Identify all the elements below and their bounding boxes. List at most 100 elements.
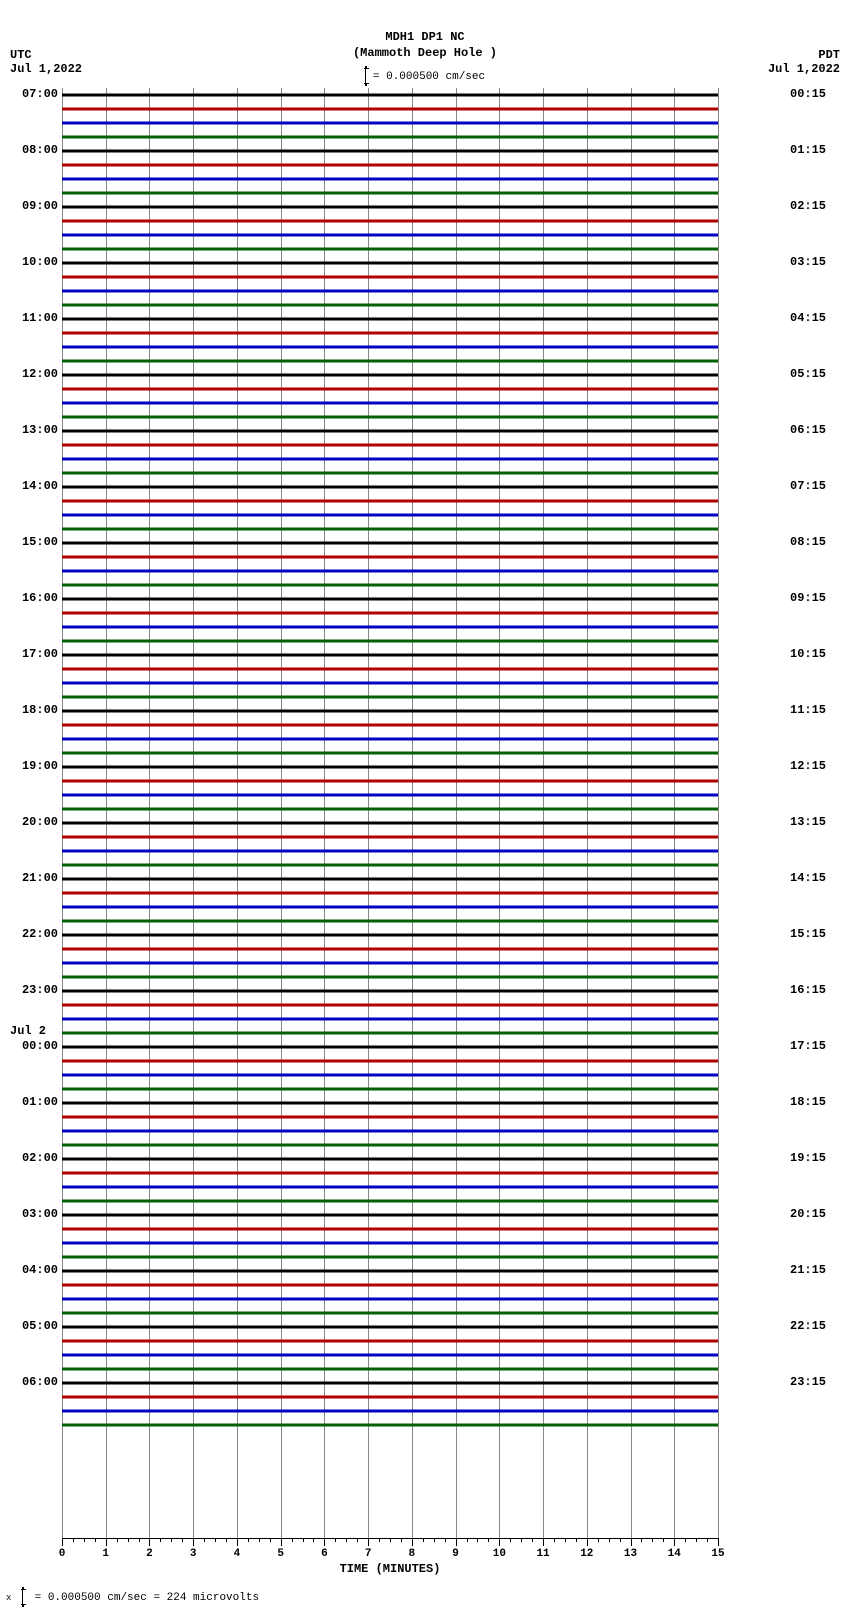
hour-label-left: 10:00	[0, 255, 58, 269]
trace	[62, 94, 718, 96]
trace	[62, 1046, 718, 1048]
trace	[62, 276, 718, 278]
trace	[62, 976, 718, 978]
tz-left: UTC	[10, 48, 32, 62]
trace	[62, 150, 718, 152]
trace	[62, 724, 718, 726]
hour-label-right: 14:15	[790, 871, 850, 885]
trace	[62, 178, 718, 180]
trace	[62, 1032, 718, 1034]
trace	[62, 1144, 718, 1146]
hour-label-left: 00:00	[0, 1039, 58, 1053]
hour-label-left: 20:00	[0, 815, 58, 829]
xtick-label: 5	[277, 1548, 284, 1560]
trace	[62, 752, 718, 754]
trace	[62, 1004, 718, 1006]
footer-scale-bar-icon	[22, 1587, 24, 1607]
hour-label-right: 08:15	[790, 535, 850, 549]
xtick-major	[499, 1538, 500, 1546]
trace	[62, 850, 718, 852]
hour-label-right: 21:15	[790, 1263, 850, 1277]
xtick-label: 4	[234, 1548, 241, 1560]
hour-label-left: 11:00	[0, 311, 58, 325]
hour-label-right: 07:15	[790, 479, 850, 493]
scale-bar-icon	[365, 66, 367, 86]
trace	[62, 136, 718, 138]
xtick-major	[631, 1538, 632, 1546]
trace	[62, 1088, 718, 1090]
xtick-label: 9	[452, 1548, 459, 1560]
xtick-minor	[357, 1538, 358, 1542]
xtick-minor	[576, 1538, 577, 1542]
gridline	[718, 88, 719, 1538]
xtick-minor	[259, 1538, 260, 1542]
trace	[62, 1312, 718, 1314]
xtick-minor	[707, 1538, 708, 1542]
xtick-major	[62, 1538, 63, 1546]
trace	[62, 738, 718, 740]
trace	[62, 290, 718, 292]
trace	[62, 402, 718, 404]
xtick-minor	[521, 1538, 522, 1542]
xtick-major	[237, 1538, 238, 1546]
xtick-label: 3	[190, 1548, 197, 1560]
xtick-label: 14	[668, 1548, 681, 1560]
xtick-minor	[652, 1538, 653, 1542]
xtick-major	[674, 1538, 675, 1546]
trace	[62, 332, 718, 334]
hour-label-left: 03:00	[0, 1207, 58, 1221]
trace	[62, 192, 718, 194]
trace	[62, 920, 718, 922]
hour-label-left: 23:00	[0, 983, 58, 997]
trace	[62, 360, 718, 362]
hour-label-left: 02:00	[0, 1151, 58, 1165]
trace	[62, 1018, 718, 1020]
hour-label-right: 20:15	[790, 1207, 850, 1221]
xtick-minor	[488, 1538, 489, 1542]
trace	[62, 612, 718, 614]
hour-label-right: 19:15	[790, 1151, 850, 1165]
trace	[62, 934, 718, 936]
xtick-minor	[313, 1538, 314, 1542]
xtick-minor	[390, 1538, 391, 1542]
trace	[62, 430, 718, 432]
trace	[62, 1284, 718, 1286]
trace	[62, 486, 718, 488]
trace	[62, 836, 718, 838]
xtick-minor	[335, 1538, 336, 1542]
trace	[62, 822, 718, 824]
trace	[62, 514, 718, 516]
trace	[62, 1354, 718, 1356]
hour-label-right: 01:15	[790, 143, 850, 157]
x-axis-title: TIME (MINUTES)	[62, 1562, 718, 1576]
hour-label-right: 15:15	[790, 927, 850, 941]
trace	[62, 570, 718, 572]
gridline	[587, 88, 588, 1538]
trace	[62, 864, 718, 866]
xtick-label: 10	[493, 1548, 506, 1560]
hour-label-left: 04:00	[0, 1263, 58, 1277]
hour-label-right: 04:15	[790, 311, 850, 325]
trace	[62, 1368, 718, 1370]
hour-label-left: 12:00	[0, 367, 58, 381]
trace	[62, 472, 718, 474]
trace	[62, 1228, 718, 1230]
trace	[62, 444, 718, 446]
xtick-minor	[84, 1538, 85, 1542]
xtick-minor	[139, 1538, 140, 1542]
gridline	[631, 88, 632, 1538]
date-right: Jul 1,2022	[768, 62, 840, 76]
trace	[62, 654, 718, 656]
trace	[62, 388, 718, 390]
trace	[62, 1116, 718, 1118]
hour-label-left: 09:00	[0, 199, 58, 213]
trace	[62, 598, 718, 600]
xtick-label: 8	[409, 1548, 416, 1560]
footer-scale: x = 0.000500 cm/sec = 224 microvolts	[6, 1587, 259, 1607]
hour-label-right: 18:15	[790, 1095, 850, 1109]
scale-label: = 0.000500 cm/sec	[0, 66, 850, 86]
trace	[62, 416, 718, 418]
trace	[62, 1130, 718, 1132]
xtick-minor	[117, 1538, 118, 1542]
xtick-minor	[532, 1538, 533, 1542]
